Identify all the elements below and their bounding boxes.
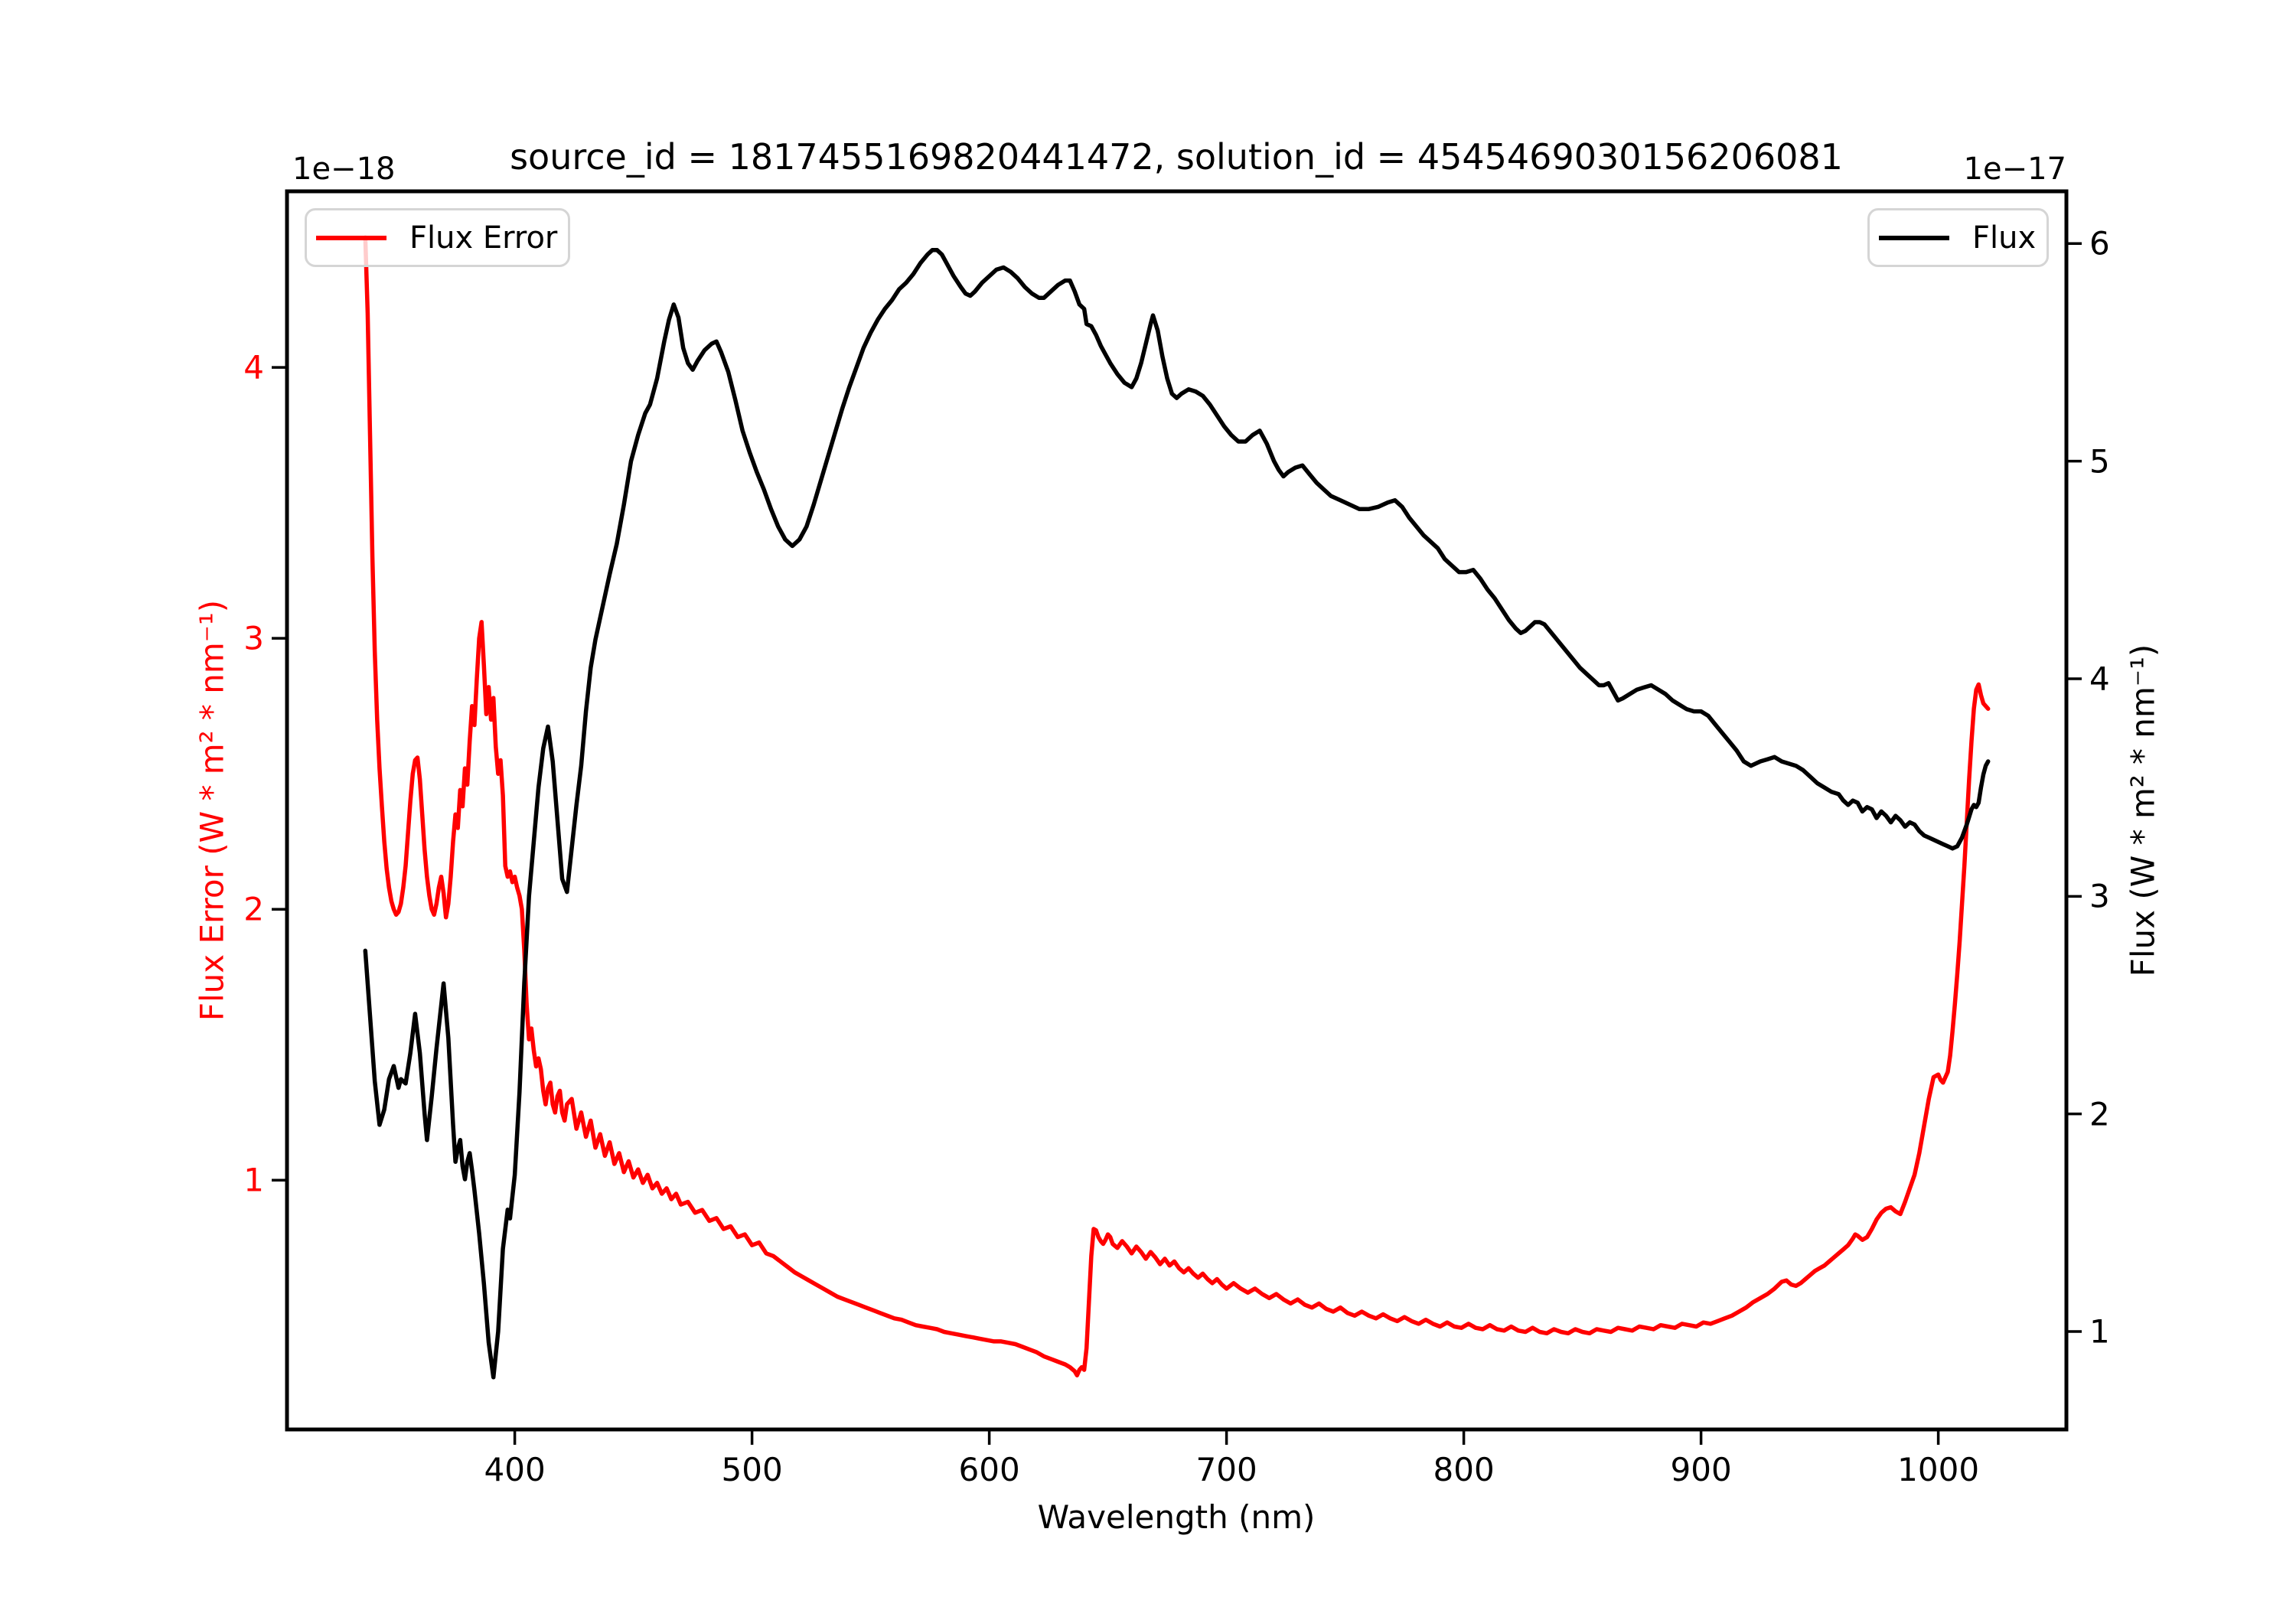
x-tick-label: 500 [721, 1451, 783, 1488]
x-tick-label: 1000 [1897, 1451, 1980, 1488]
y-tick-label-right: 4 [2089, 660, 2110, 698]
y-axis-label-left: Flux Error (W * m² * nm⁻¹) [193, 599, 231, 1022]
flux-line [363, 248, 1991, 1380]
y-tick-label-left: 3 [243, 619, 264, 657]
legend-flux-error: Flux Error [305, 208, 571, 267]
x-tick-label: 700 [1195, 1451, 1257, 1488]
x-tick-label: 400 [484, 1451, 546, 1488]
legend-line-sample-red [316, 235, 386, 240]
offset-text-right: 1e−17 [1963, 152, 2066, 187]
legend-label-flux: Flux [1972, 220, 2037, 256]
legend-line-sample-black [1879, 235, 1949, 240]
x-axis-label: Wavelength (nm) [1037, 1498, 1316, 1536]
y-tick-label-right: 1 [2089, 1312, 2110, 1351]
legend-flux: Flux [1867, 208, 2050, 267]
y-tick-label-left: 1 [243, 1161, 264, 1199]
figure-title: source_id = 1817455169820441472, solutio… [510, 136, 1843, 178]
y-tick-label-left: 2 [243, 890, 264, 928]
y-tick-label-right: 6 [2089, 224, 2110, 262]
x-tick-label: 800 [1433, 1451, 1495, 1488]
y-axis-label-right: Flux (W * m² * nm⁻¹) [2124, 644, 2162, 977]
y-tick-label-left: 4 [243, 348, 264, 386]
flux-error-line [363, 235, 1991, 1377]
axes-frame [285, 189, 2069, 1432]
legend-label-flux-error: Flux Error [409, 220, 558, 256]
y-tick-label-right: 5 [2089, 442, 2110, 481]
y-tick-label-right: 2 [2089, 1095, 2110, 1133]
y-tick-label-right: 3 [2089, 877, 2110, 915]
offset-text-left: 1e−18 [292, 152, 396, 187]
x-tick-label: 600 [958, 1451, 1020, 1488]
x-tick-label: 900 [1670, 1451, 1732, 1488]
